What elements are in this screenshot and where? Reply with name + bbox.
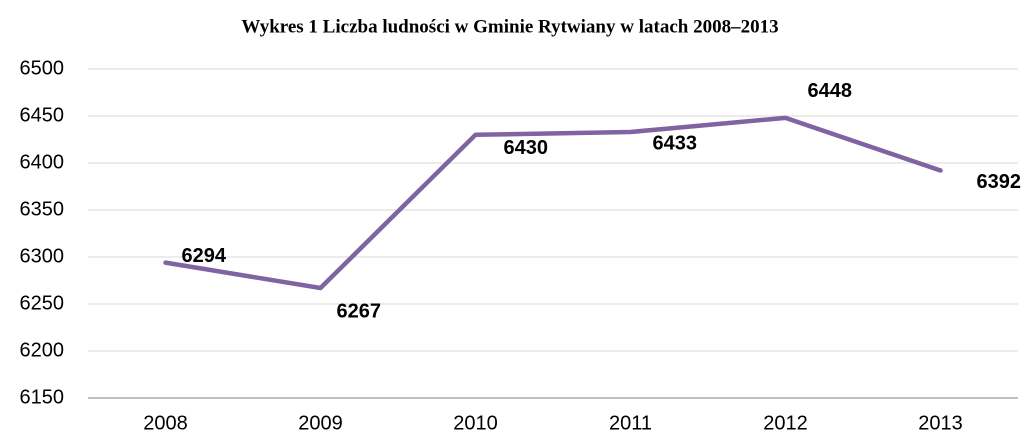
data-label: 6430: [504, 137, 549, 159]
data-label: 6433: [653, 132, 698, 154]
data-label: 6294: [182, 245, 227, 267]
y-tick-label: 6250: [20, 292, 65, 314]
x-tick-label: 2008: [143, 412, 188, 434]
x-tick-label: 2012: [763, 412, 808, 434]
y-tick-label: 6500: [20, 57, 65, 79]
y-tick-label: 6350: [20, 198, 65, 220]
y-tick-label: 6450: [20, 104, 65, 126]
data-label: 6448: [808, 80, 853, 102]
y-tick-label: 6150: [20, 386, 65, 408]
y-tick-label: 6400: [20, 151, 65, 173]
y-tick-label: 6200: [20, 339, 65, 361]
data-line: [163, 115, 943, 291]
data-label: 6392: [977, 171, 1021, 193]
y-tick-label: 6300: [20, 245, 65, 267]
x-tick-label: 2009: [298, 412, 343, 434]
chart-title: Wykres 1 Liczba ludności w Gminie Rytwia…: [241, 16, 778, 37]
x-tick-label: 2013: [918, 412, 963, 434]
x-tick-label: 2011: [609, 412, 652, 434]
x-tick-label: 2010: [453, 412, 498, 434]
data-label: 6267: [337, 300, 382, 322]
